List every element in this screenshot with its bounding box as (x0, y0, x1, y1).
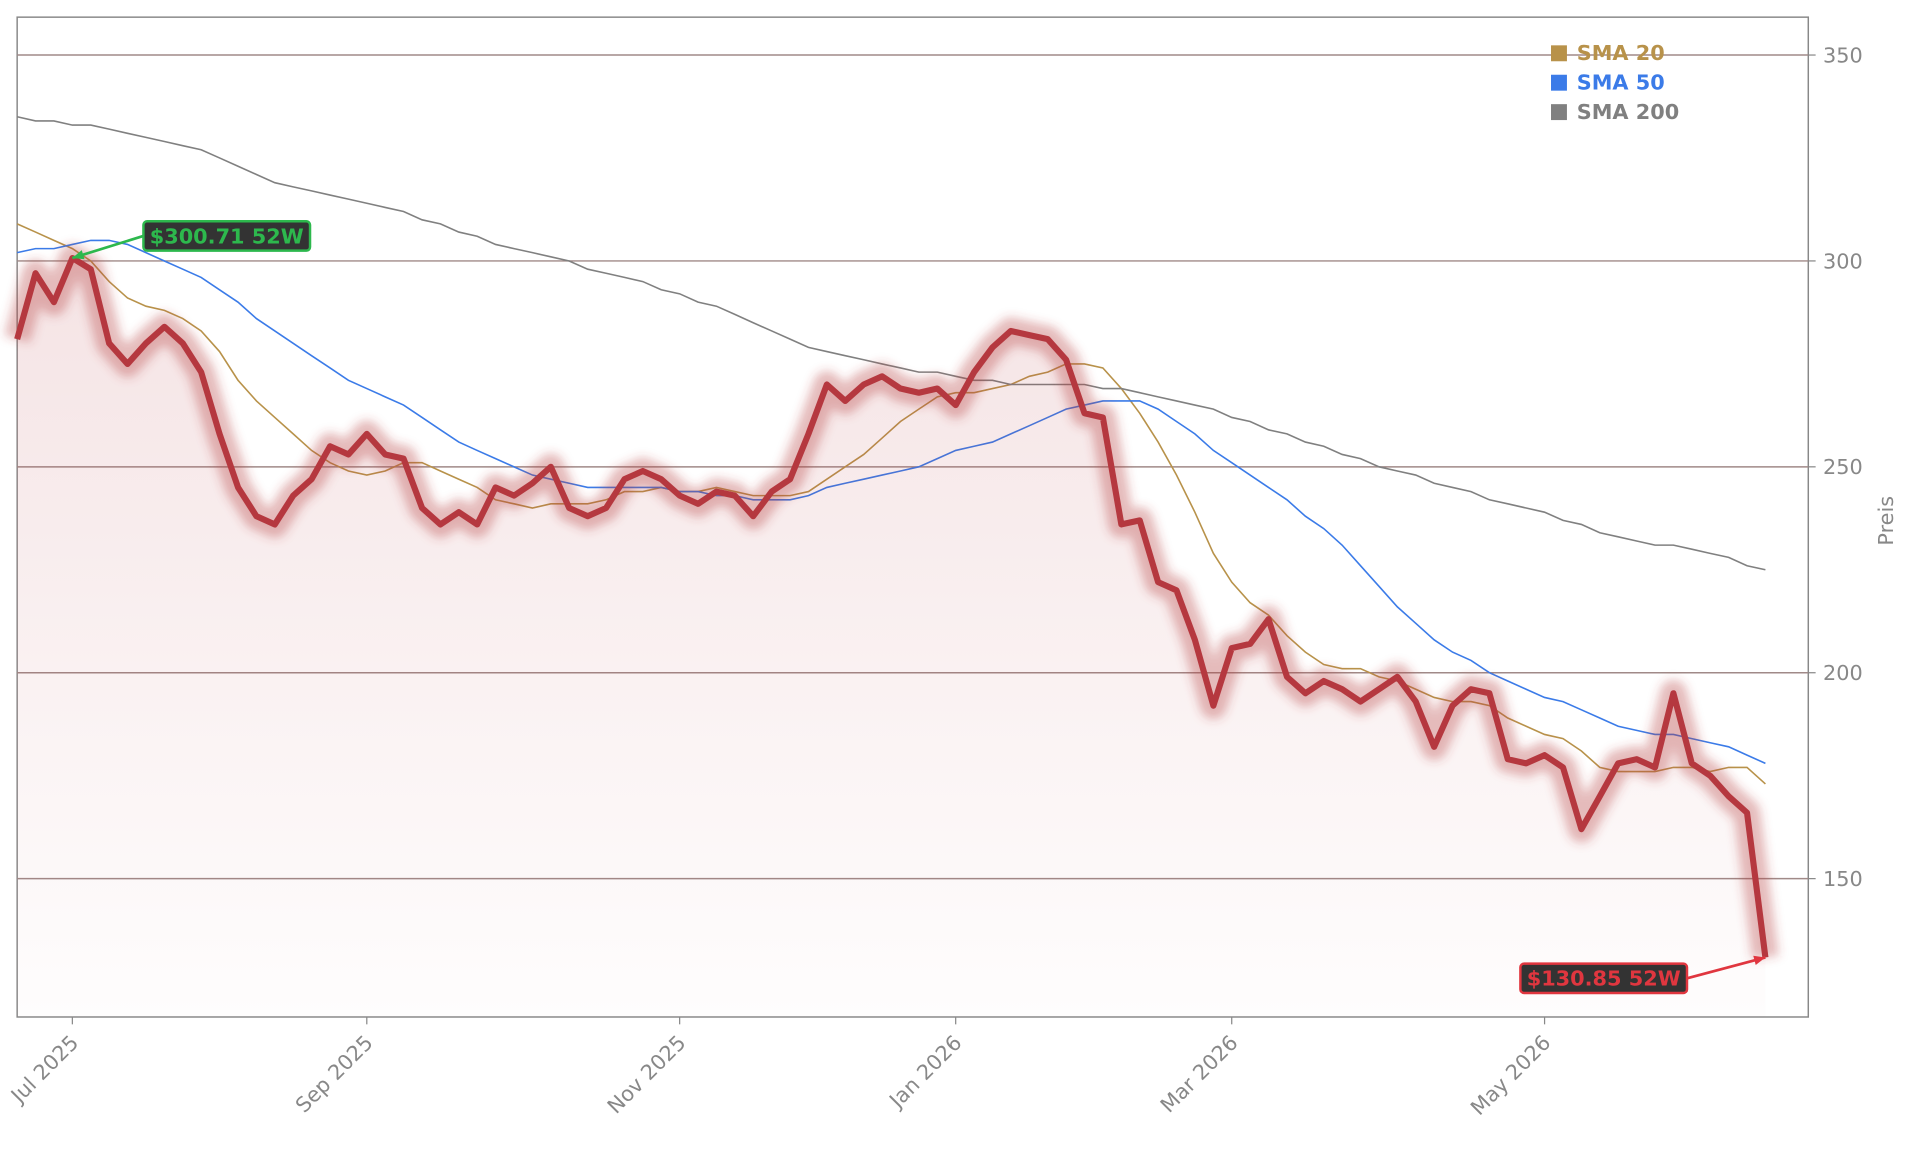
x-tick-label: May 2026 (1466, 1031, 1556, 1121)
y-tick-label: 250 (1823, 455, 1863, 479)
annotation-box (1519, 962, 1689, 995)
sma-line (16, 115, 1766, 571)
price-area (17, 258, 1766, 1017)
annotation-label: $300.71 52W (150, 224, 304, 248)
y-tick-label: 350 (1823, 43, 1863, 67)
price-line (14, 254, 1769, 958)
annotation-arrow (1686, 956, 1766, 980)
legend-label: SMA 20 (1577, 41, 1665, 65)
x-tick-label: Mar 2026 (1156, 1031, 1243, 1118)
y-tick-label: 200 (1823, 661, 1863, 685)
y-tick-label: 300 (1823, 249, 1863, 273)
annotation-label: $130.85 52W (1527, 967, 1681, 991)
legend-label: SMA 200 (1577, 100, 1679, 124)
legend-swatch (1551, 45, 1567, 62)
legend-swatch (1551, 104, 1567, 121)
legend-swatch (1551, 74, 1567, 91)
legend-label: SMA 50 (1577, 70, 1665, 94)
x-tick-label: Jan 2026 (883, 1031, 966, 1114)
x-tick-label: Jul 2025 (5, 1031, 83, 1109)
annotation-arrow (71, 234, 144, 260)
annotation-arrowhead (1753, 955, 1766, 965)
y-axis-label: Preis (1874, 496, 1898, 546)
annotation-arrowhead (72, 250, 85, 260)
y-tick-label: 150 (1823, 867, 1863, 891)
annotation-box (142, 220, 312, 252)
x-tick-label: Sep 2025 (291, 1031, 378, 1118)
x-tick-label: Nov 2025 (603, 1031, 691, 1119)
